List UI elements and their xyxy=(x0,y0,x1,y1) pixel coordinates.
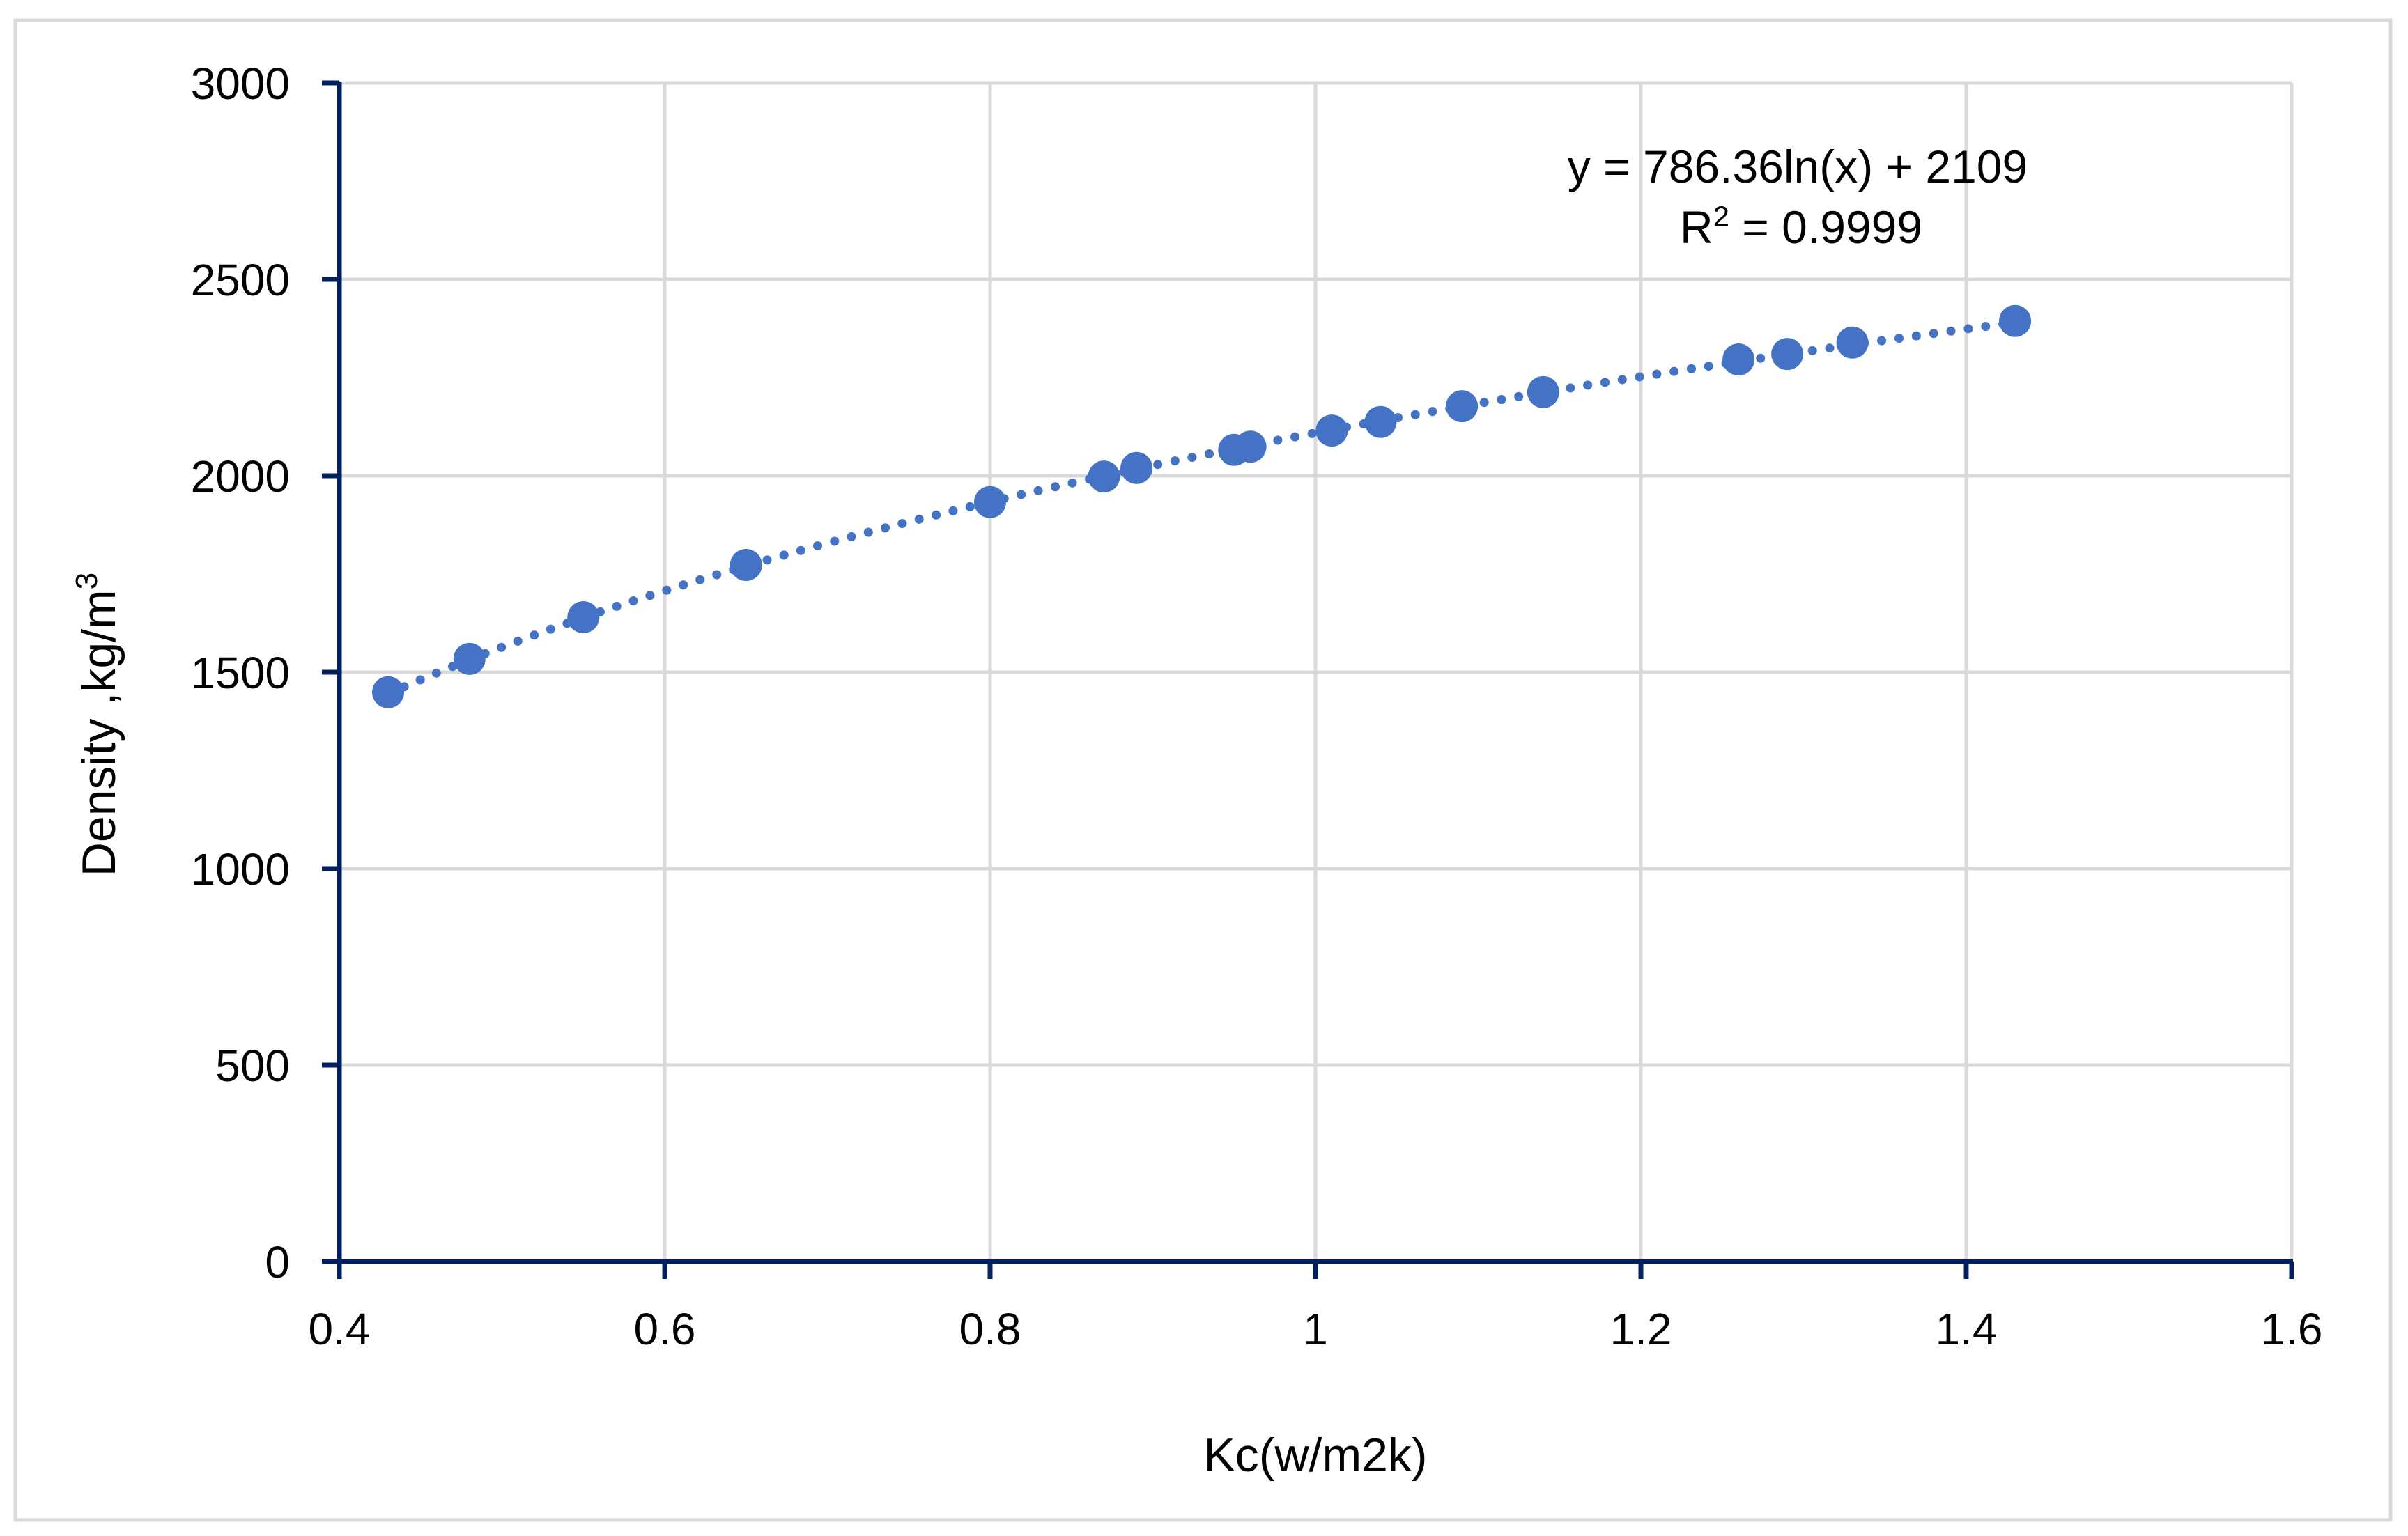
y-tick-label: 1000 xyxy=(191,844,290,894)
data-point-marker xyxy=(1836,326,1869,359)
data-points xyxy=(372,304,2032,708)
y-axis-title-main: Density ,kg/m xyxy=(72,589,125,876)
data-point-marker xyxy=(372,676,405,708)
data-point-marker xyxy=(1527,375,1559,408)
x-tick-label: 0.6 xyxy=(634,1304,696,1354)
x-tick-label: 0.8 xyxy=(959,1304,1021,1354)
y-tick-label: 2500 xyxy=(191,255,290,305)
r-squared-prefix: R xyxy=(1680,201,1713,253)
data-point-marker xyxy=(453,642,486,675)
y-axis-title-superscript: 3 xyxy=(70,573,104,589)
x-tick-label: 1.6 xyxy=(2261,1304,2323,1354)
data-point-marker xyxy=(1364,405,1397,438)
data-point-marker xyxy=(1120,451,1153,484)
data-point-marker xyxy=(974,486,1006,518)
y-tick-label: 1500 xyxy=(191,648,290,698)
data-point-marker xyxy=(730,549,762,582)
y-tick-label: 2000 xyxy=(191,451,290,502)
tick-labels: 0 500 1000 1500 2000 2500 3000 0.4 0.6 0.8 1 1.2 1.4… xyxy=(191,59,2323,1354)
r-squared-superscript: 2 xyxy=(1713,200,1729,233)
x-tick-label: 1.2 xyxy=(1610,1304,1672,1354)
x-axis-title: Kc(w/m2k) xyxy=(1203,1429,1427,1482)
axes xyxy=(322,80,2294,1279)
x-tick-label: 1.4 xyxy=(1936,1304,1998,1354)
x-tick-label: 1 xyxy=(1303,1304,1328,1354)
y-tick-label: 0 xyxy=(265,1237,290,1287)
trendline-equation: y = 786.36ln(x) + 2109 xyxy=(1568,141,2028,192)
x-tick-label: 0.4 xyxy=(309,1304,371,1354)
trendline-r-squared: R2 = 0.9999 xyxy=(1680,200,1922,253)
data-point-marker xyxy=(567,601,600,634)
y-tick-label: 500 xyxy=(215,1041,290,1091)
data-point-marker xyxy=(1771,338,1804,371)
data-point-marker xyxy=(1999,304,2032,337)
r-squared-value: = 0.9999 xyxy=(1729,201,1922,253)
gridlines xyxy=(339,81,2294,1262)
chart-border xyxy=(13,18,2393,1522)
y-tick-label: 3000 xyxy=(191,59,290,109)
data-point-marker xyxy=(1446,390,1479,423)
data-point-marker xyxy=(1722,343,1755,376)
data-point-marker xyxy=(1315,414,1348,447)
data-point-marker xyxy=(1234,430,1267,463)
data-point-marker xyxy=(1088,460,1120,493)
y-axis-title: Density ,kg/m3 xyxy=(70,573,125,876)
